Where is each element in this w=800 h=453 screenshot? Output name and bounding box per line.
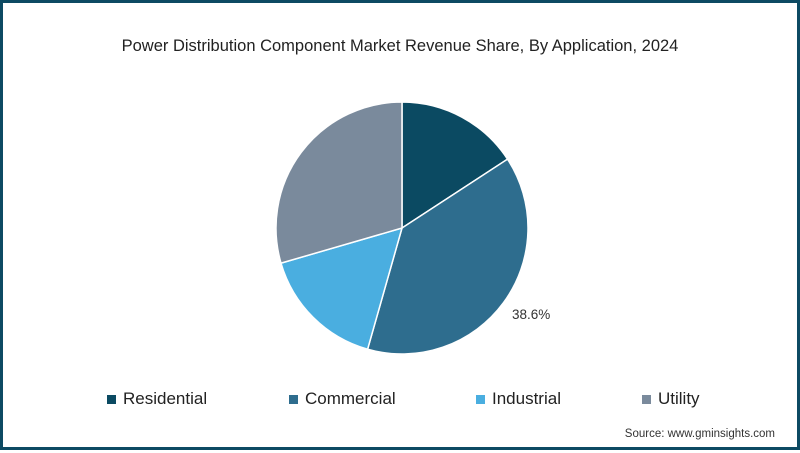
pie-chart xyxy=(275,101,529,355)
utility-swatch-icon xyxy=(642,394,651,404)
commercial-data-label: 38.6% xyxy=(512,307,551,322)
legend-label: Residential xyxy=(123,389,208,408)
legend-item-residential: Residential xyxy=(107,389,207,409)
legend-item-commercial: Commercial xyxy=(289,389,396,409)
pie-slice-utility xyxy=(275,101,403,265)
pie-slice-commercial xyxy=(366,158,529,355)
legend-label: Commercial xyxy=(305,389,396,408)
legend-label: Utility xyxy=(658,389,700,408)
legend-label: Industrial xyxy=(492,389,561,408)
pie-slice-residential xyxy=(401,101,509,230)
chart-title: Power Distribution Component Market Reve… xyxy=(121,37,679,55)
legend-item-industrial: Industrial xyxy=(476,389,561,409)
pie-slice-industrial xyxy=(280,226,404,351)
residential-swatch-icon xyxy=(107,394,116,404)
commercial-swatch-icon xyxy=(289,394,298,404)
source-note: Source: www.gminsights.com xyxy=(624,428,775,440)
pie-slices xyxy=(275,101,529,355)
legend: Residential Commercial Industrial Utilit… xyxy=(3,389,800,411)
legend-item-utility: Utility xyxy=(642,389,700,409)
industrial-swatch-icon xyxy=(476,394,485,404)
